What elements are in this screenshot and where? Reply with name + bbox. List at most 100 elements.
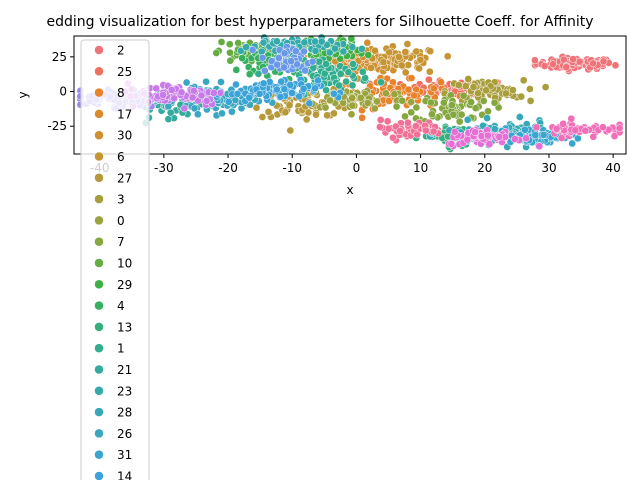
y-tick-label: -25 xyxy=(47,119,67,133)
points-layer xyxy=(76,33,624,153)
scatter-point xyxy=(348,81,357,90)
scatter-point xyxy=(430,84,438,93)
scatter-point xyxy=(521,125,529,134)
legend-marker xyxy=(94,194,104,204)
scatter-point xyxy=(447,139,456,148)
legend-label: 25 xyxy=(117,65,132,79)
scatter-point xyxy=(258,53,267,62)
scatter-point xyxy=(193,110,202,119)
legend-marker xyxy=(94,45,104,55)
scatter-point xyxy=(367,64,375,72)
legend-marker xyxy=(94,87,104,98)
scatter-point xyxy=(398,96,407,105)
scatter-point xyxy=(288,89,296,97)
scatter-point xyxy=(490,98,499,107)
scatter-point xyxy=(575,57,584,66)
scatter-point xyxy=(454,81,463,89)
legend-label: 30 xyxy=(117,129,132,143)
scatter-point xyxy=(562,63,571,72)
scatter-point xyxy=(455,117,464,126)
legend-marker xyxy=(94,66,104,77)
scatter-point xyxy=(373,97,381,106)
scatter-point xyxy=(411,122,420,130)
scatter-point xyxy=(415,64,423,73)
scatter-point xyxy=(274,54,283,62)
scatter-point xyxy=(429,127,438,136)
scatter-point xyxy=(190,104,199,113)
scatter-point xyxy=(228,107,236,116)
scatter-point xyxy=(464,75,473,83)
scatter-point xyxy=(273,60,282,69)
y-tick-label: 25 xyxy=(52,50,67,64)
scatter-point xyxy=(217,78,225,86)
scatter-point xyxy=(412,103,421,112)
scatter-point xyxy=(539,131,548,139)
scatter-point xyxy=(166,108,175,117)
scatter-point xyxy=(425,67,434,76)
scatter-point xyxy=(459,91,468,100)
scatter-point xyxy=(404,85,413,94)
scatter-point xyxy=(407,108,416,117)
scatter-point xyxy=(377,78,385,87)
scatter-point xyxy=(509,86,517,94)
scatter-point xyxy=(364,51,373,59)
scatter-point xyxy=(202,77,210,86)
legend-marker xyxy=(94,258,104,268)
scatter-point xyxy=(515,113,524,121)
scatter-point xyxy=(483,114,491,122)
scatter-point xyxy=(330,109,338,118)
scatter-point xyxy=(425,75,433,84)
legend-label: 10 xyxy=(117,257,132,271)
legend-label: 3 xyxy=(117,193,125,207)
scatter-point xyxy=(159,91,167,99)
scatter-point xyxy=(347,110,356,119)
legend-marker xyxy=(94,343,104,353)
scatter-point xyxy=(450,128,459,136)
scatter-point xyxy=(376,116,385,124)
legend-marker xyxy=(94,471,104,480)
scatter-point xyxy=(188,93,197,102)
legend-label: 2 xyxy=(117,44,125,58)
legend-marker xyxy=(94,151,104,162)
scatter-point xyxy=(448,101,456,109)
scatter-point xyxy=(385,48,394,57)
scatter-point xyxy=(258,113,267,121)
scatter-point xyxy=(238,54,246,62)
scatter-point xyxy=(280,63,288,72)
scatter-point xyxy=(242,43,251,52)
scatter-point xyxy=(347,34,356,43)
legend-label: 0 xyxy=(117,214,125,228)
scatter-point xyxy=(259,79,268,88)
scatter-point xyxy=(557,134,566,142)
legend-label: 17 xyxy=(117,107,132,121)
scatter-point xyxy=(237,46,245,55)
x-tick-label: -20 xyxy=(218,161,238,175)
scatter-point xyxy=(323,111,331,120)
scatter-point xyxy=(330,89,338,98)
scatter-point xyxy=(401,68,410,77)
legend-marker xyxy=(94,428,104,439)
scatter-point xyxy=(285,101,294,110)
scatter-point xyxy=(517,92,526,101)
scatter-point xyxy=(526,97,535,105)
scatter-point xyxy=(311,47,320,55)
scatter-point xyxy=(371,46,379,55)
scatter-point xyxy=(167,86,176,94)
legend-label: 27 xyxy=(117,171,132,185)
scatter-point xyxy=(449,110,458,119)
scatter-point xyxy=(474,89,482,97)
scatter-point xyxy=(531,131,540,139)
scatter-point xyxy=(291,47,300,56)
scatter-point xyxy=(226,48,234,57)
scatter-point xyxy=(226,56,235,65)
scatter-point xyxy=(535,142,544,151)
y-axis-ticks: -25 0 25 xyxy=(47,50,74,133)
scatter-point xyxy=(315,57,323,66)
scatter-point xyxy=(339,47,348,56)
scatter-point xyxy=(395,53,403,61)
legend-label: 21 xyxy=(117,363,132,377)
legend-label: 6 xyxy=(117,150,125,164)
scatter-point xyxy=(212,49,221,57)
scatter-point xyxy=(581,126,590,135)
